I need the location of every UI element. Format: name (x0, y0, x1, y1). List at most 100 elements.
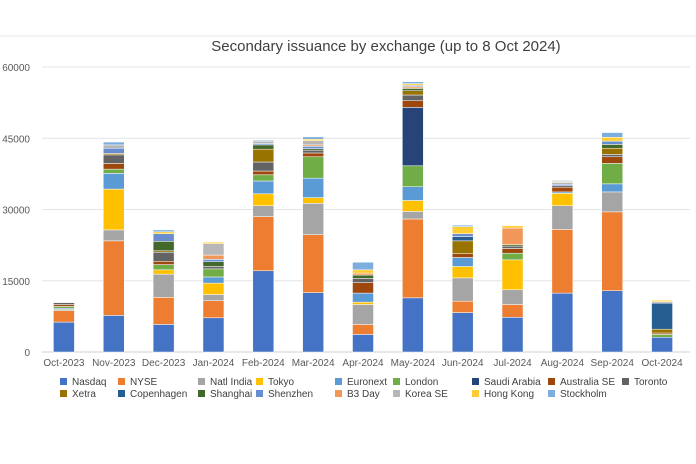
legend-swatch (60, 378, 67, 385)
x-tick-label: Mar-2024 (292, 358, 335, 369)
bar-segment-stockholm (152, 229, 175, 233)
bar-segment-nyse (402, 218, 424, 299)
x-tick-label: Feb-2024 (242, 358, 285, 369)
bar-segment-korea-se (202, 243, 225, 256)
x-tick-label: Jan-2024 (193, 358, 235, 369)
bar-segment-xetra (451, 240, 474, 254)
bar-segment-london (651, 334, 673, 338)
bar-segment-stockholm (451, 224, 474, 227)
x-tick-label: May-2024 (391, 358, 436, 369)
bar-segment-london (402, 165, 424, 187)
bar-segment-australia-se (451, 253, 474, 258)
bar-segment-nyse (551, 229, 574, 294)
bar-segment-australia-se (53, 304, 75, 307)
chart-title: Secondary issuance by exchange (up to 8 … (211, 38, 560, 55)
bar-segment-natl-india (302, 203, 324, 235)
bar-segment-euronext (402, 186, 424, 201)
legend-swatch (335, 390, 342, 397)
x-tick-label: Oct-2024 (642, 358, 684, 369)
bar-segment-london (152, 264, 175, 271)
bar-segment-nyse (501, 304, 524, 318)
bar-segment-shenzhen (103, 147, 125, 154)
bar-segment-australia-se (302, 152, 324, 158)
bar-segment-natl-india (252, 205, 275, 217)
bar-segment-nasdaq (651, 337, 673, 353)
bar-segment-nyse (302, 234, 324, 293)
legend-label: Xetra (72, 389, 96, 400)
bar-segment-toronto (501, 245, 524, 249)
bar-segment-australia-se (501, 248, 524, 254)
bar-segment-toronto (202, 266, 225, 270)
bar-segment-shanghai (601, 144, 623, 149)
legend-label: Euronext (347, 377, 387, 388)
bar-segment-b3-day (202, 254, 225, 260)
bar-segment-nyse (202, 300, 225, 319)
x-tick-label: Nov-2023 (92, 358, 136, 369)
bar-segment-euronext (352, 292, 374, 303)
bar-segment-london (601, 163, 623, 185)
bar-segment-australia-se (152, 261, 175, 265)
bar-segment-korea-se (551, 182, 574, 185)
bar-segment-nyse (352, 324, 374, 335)
bar-segment-toronto (302, 149, 324, 154)
bar-segment-london (53, 306, 75, 309)
bar-segment-copenhagen (451, 236, 474, 242)
bar-segment-natl-india (601, 191, 623, 213)
legend-label: Australia SE (560, 377, 615, 388)
legend-label: Shanghai (210, 389, 252, 400)
bar-segment-australia-se (402, 100, 424, 108)
bar-segment-euronext (451, 257, 474, 267)
bar-segment-tokyo (501, 259, 524, 291)
legend-label: Toronto (634, 377, 668, 388)
bar-segment-hong-kong (501, 225, 524, 229)
legend-label: B3 Day (347, 389, 380, 400)
bar-segment-shanghai (152, 241, 175, 252)
bar-segment-nasdaq (451, 312, 474, 353)
bar-segment-shanghai (352, 274, 374, 279)
bar-segment-london (252, 174, 275, 182)
bar-segment-hong-kong (202, 242, 225, 244)
y-tick-label: 60000 (2, 63, 30, 74)
bar-segment-korea-se (302, 140, 324, 146)
bar-segment-nasdaq (152, 324, 175, 353)
x-tick-label: Apr-2024 (342, 358, 384, 369)
legend-swatch (256, 378, 263, 385)
bar-segment-xetra (402, 90, 424, 96)
legend-swatch (548, 390, 555, 397)
legend-label: Hong Kong (484, 389, 534, 400)
bar-segment-copenhagen (651, 302, 673, 330)
legend-swatch (548, 378, 555, 385)
bar-segment-london (501, 252, 524, 261)
legend-swatch (198, 390, 205, 397)
y-tick-label: 15000 (2, 277, 30, 288)
bar-segment-korea-se (103, 144, 125, 149)
bar-segment-stockholm (352, 261, 374, 271)
bar-segment-natl-india (501, 289, 524, 305)
legend-label: Shenzhen (268, 389, 313, 400)
bar-segment-nasdaq (252, 270, 275, 353)
x-tick-label: Aug-2024 (541, 358, 585, 369)
legend-swatch (118, 390, 125, 397)
legend-label: London (405, 377, 438, 388)
bar-segment-euronext (601, 183, 623, 193)
bar-segment-natl-india (451, 277, 474, 302)
legend-swatch (393, 378, 400, 385)
bar-segment-b3-day (352, 272, 374, 276)
bar-segment-tokyo (551, 193, 574, 206)
bar-segment-natl-india (551, 205, 574, 230)
bar-segment-toronto (152, 252, 175, 262)
bar-segment-shenzhen (601, 140, 623, 145)
bar-segment-nyse (152, 297, 175, 325)
bar-segment-australia-se (103, 163, 125, 170)
bar-segment-stockholm (302, 136, 324, 140)
bar-segment-euronext (302, 177, 324, 198)
bar-segment-shanghai (402, 88, 424, 91)
bar-segment-nyse (252, 216, 275, 272)
bar-segment-toronto (103, 154, 125, 164)
bar-segment-stockholm (402, 81, 424, 84)
bar-segment-stockholm (601, 132, 623, 138)
bar-segment-xetra (252, 148, 275, 163)
bar-segment-euronext (252, 180, 275, 195)
bar-segment-natl-india (103, 229, 125, 242)
